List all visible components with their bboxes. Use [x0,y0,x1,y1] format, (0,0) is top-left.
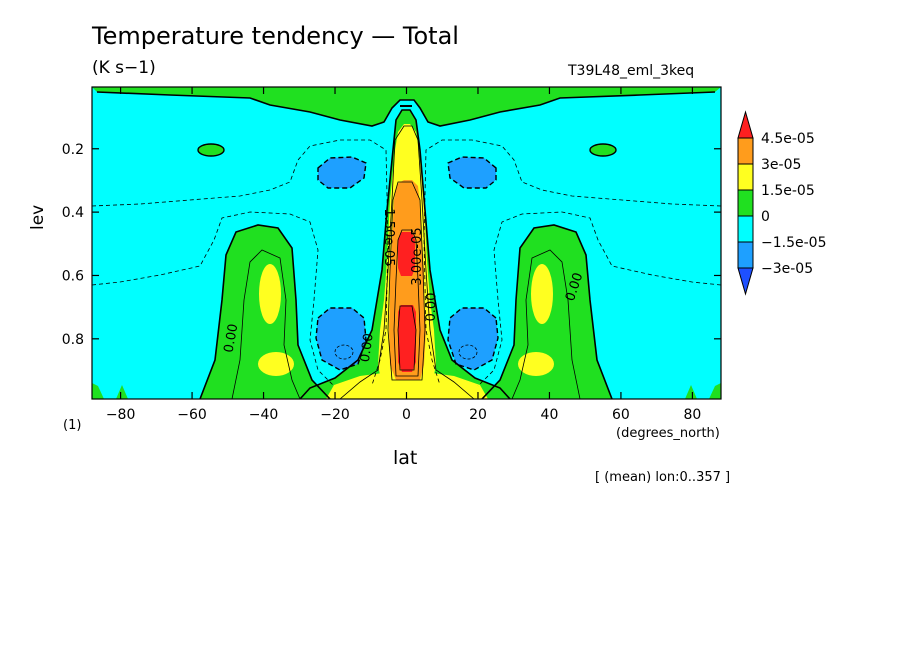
contour-blue-upper-left [317,156,367,189]
contour-right-blob [589,143,617,157]
colorbar-label: −3e-05 [761,261,813,277]
x-axis-unit: (degrees_north) [616,426,720,441]
colorbar-label: 4.5e-05 [761,131,815,147]
contour-dashed-upper-right [423,139,721,386]
x-tick-label: −40 [249,407,279,423]
fill-left-edge-green [92,383,104,399]
fill-right-edge-green-2 [685,385,697,399]
fill-left-green-blob [198,144,224,156]
colorbar-swatch [737,241,754,269]
contour-center-inner-1 [339,125,475,399]
contour-left-inner [231,249,301,399]
y-tick-label: 0.2 [62,142,84,158]
axes: −80 −60 −40 −20 0 20 40 60 80 0.2 0.4 0.6 0.8 [62,87,721,423]
colorbar-swatch [737,267,754,296]
x-tick-label: −80 [106,407,136,423]
contour-right-inner [511,249,581,399]
contour-dashed-left-loop [92,211,335,387]
fill-right-yellow-lobe [531,264,553,324]
contour-center-inner-4 [397,305,417,371]
fill-blue-lower-left [316,308,366,370]
colorbar-label: 3e-05 [761,157,801,173]
fill-blue-upper-right [448,157,496,188]
contour-left-blob [197,143,225,157]
contour-dashed-upper [92,139,389,386]
colorbar-swatch [737,215,754,243]
x-axis-label: lat [393,447,418,469]
x-tick-label: 20 [469,407,487,423]
contour-blue-upper-right [447,156,497,189]
colorbar-swatch [737,110,754,139]
contour-lines [92,91,721,399]
mean-note: [ (mean) lon:0..357 ] [595,470,731,485]
contour-right-lobe [481,224,613,399]
contour-label: 1.50e-05 [381,208,396,266]
colorbar: 4.5e-05 3e-05 1.5e-05 0 −1.5e-05 −3e-05 [737,110,826,296]
fill-right-edge-green [709,383,721,399]
fill-red-upper [398,232,415,276]
colorbar-label: −1.5e-05 [761,235,826,251]
chart-title: Temperature tendency — Total [92,22,459,50]
fill-blue-lower-right [448,308,498,370]
fill-blue-upper-left [318,157,366,188]
x-tick-label: 80 [683,407,701,423]
contour-fills [92,87,721,399]
fill-right-yellow-small [518,352,554,376]
contour-label: 0.00 [424,292,440,321]
fill-bottom-yellow-band [326,372,488,399]
x-tick-label: 0 [402,407,411,423]
y-tick-label: 0.8 [62,332,84,348]
units-label: (K s−1) [92,58,156,78]
x-tick-label: −60 [177,407,207,423]
contour-label: 0.00 [222,323,242,354]
contour-center-inner-2 [387,181,426,381]
x-tick-label: 60 [612,407,630,423]
x-tick-label: −20 [320,407,350,423]
contour-blue-lower-left [315,307,367,371]
fill-red-lower [398,305,416,372]
colorbar-swatch [737,137,754,165]
fill-left-edge-green-2 [116,385,128,399]
x-tick-label: 40 [541,407,559,423]
y-multiplier: (1) [63,418,82,433]
contour-left-lobe [199,224,331,399]
fill-left-yellow-small [258,352,294,376]
colorbar-label: 0 [761,209,770,225]
contour-blue-lower-right [447,307,499,371]
contour-dashed-right-loop [477,211,721,387]
colorbar-label: 1.5e-05 [761,183,815,199]
contour-blue-inner-left [334,344,354,360]
fill-right-green-blob [590,144,616,156]
experiment-label: T39L48_eml_3keq [568,63,695,79]
contour-label: 0.00 [358,332,377,363]
contour-labels: 0.00 0.001.50e-05 3.00e-050.000.00 [222,208,587,363]
fill-top-green [92,87,721,126]
y-tick-label: 0.6 [62,268,84,284]
y-tick-label: 0.4 [62,205,84,221]
colorbar-swatch [737,189,754,217]
contour-blue-inner-right [458,344,478,360]
contour-top-green [96,91,716,127]
contour-center-inner-3 [393,229,421,377]
colorbar-swatch [737,163,754,191]
contour-label: 3.00e-05 [410,227,425,285]
fill-left-yellow-lobe [259,264,281,324]
